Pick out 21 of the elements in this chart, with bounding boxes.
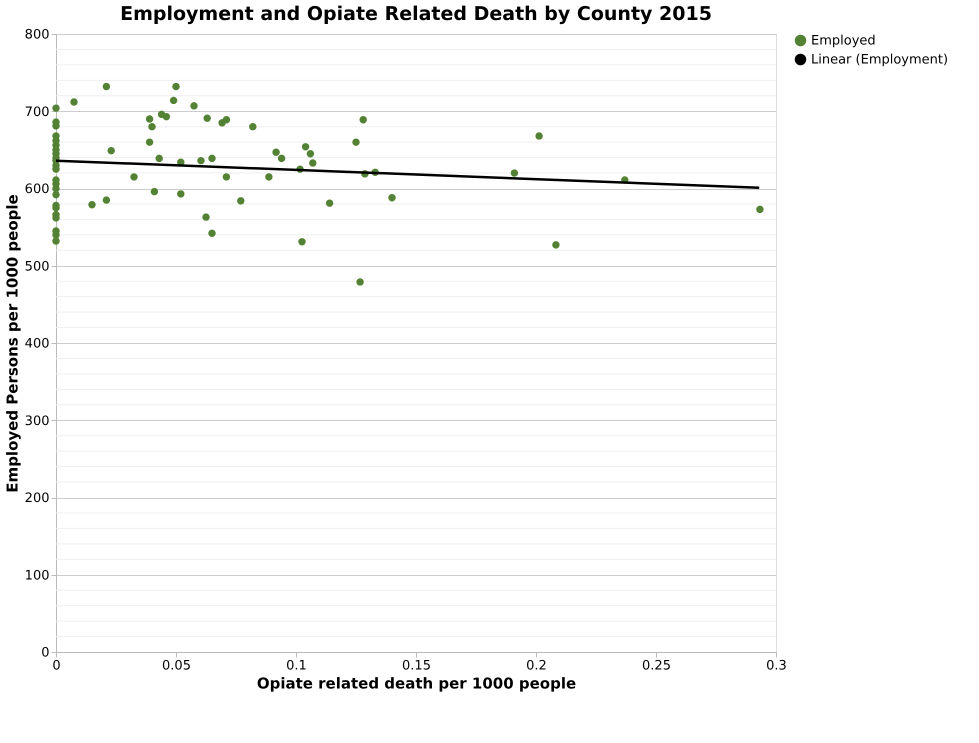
y-tick-label: 800: [24, 28, 50, 42]
x-tick-label: 0.05: [162, 658, 191, 674]
y-tick-label: 200: [24, 491, 50, 506]
y-tick-label: 600: [24, 182, 50, 197]
chart-title: Employment and Opiate Related Death by County 2015: [120, 3, 712, 25]
y-tick-label: 100: [24, 568, 50, 584]
x-tick-label: 0: [52, 658, 61, 674]
x-tick-label: 0.1: [286, 658, 307, 674]
legend-label: Linear (Employment): [811, 52, 948, 68]
x-axis-title: Opiate related death per 1000 people: [256, 674, 576, 692]
legend-label: Employed: [811, 34, 876, 48]
y-tick-label: 300: [24, 414, 50, 429]
y-tick-label: 400: [24, 336, 50, 352]
x-tick-label: 0.2: [526, 658, 547, 674]
x-tick-label: 0.15: [402, 658, 431, 674]
x-tick-label: 0.25: [642, 658, 671, 674]
x-tick-label: 0.3: [766, 658, 787, 674]
y-tick-label: 0: [41, 646, 50, 660]
y-tick-label: 500: [24, 259, 50, 274]
y-tick-label: 700: [24, 104, 50, 120]
y-axis-title: Employed Persons per 1000 people: [4, 194, 22, 493]
